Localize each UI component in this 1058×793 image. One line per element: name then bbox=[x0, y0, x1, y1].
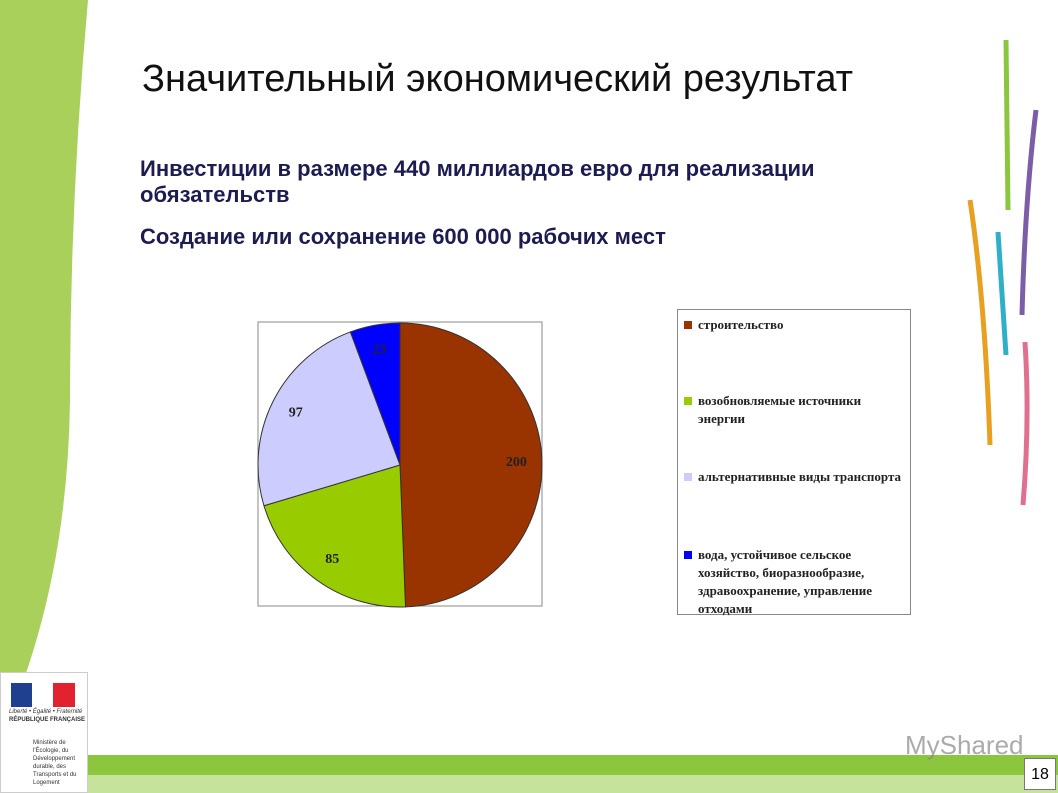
legend-item: строительство bbox=[684, 316, 906, 334]
legend-label: вода, устойчивое сельское хозяйство, био… bbox=[698, 547, 873, 616]
legend-label: альтернативные виды транспорта bbox=[698, 469, 901, 484]
legend-item: альтернативные виды транспорта bbox=[684, 468, 906, 486]
left-band bbox=[0, 0, 88, 690]
deco-line bbox=[1019, 109, 1039, 316]
page-number: 18 bbox=[1024, 758, 1056, 790]
legend-label: возобновляемые источники энергии bbox=[698, 393, 862, 426]
motto: Liberté • Égalité • Fraternité bbox=[9, 709, 83, 715]
deco-line bbox=[1003, 39, 1011, 211]
pie: 200 85 97 23 bbox=[257, 322, 543, 608]
legend-item: возобновляемые источники энергии bbox=[684, 392, 906, 428]
data-label: 23 bbox=[372, 343, 386, 358]
data-label: 97 bbox=[289, 405, 303, 420]
slide-title: Значительный экономический результат bbox=[142, 58, 854, 100]
legend-swatch bbox=[684, 473, 692, 481]
legend-swatch bbox=[684, 551, 692, 559]
pie-slice bbox=[399, 322, 543, 608]
pie-slice bbox=[257, 331, 401, 507]
bullet: Инвестиции в размере 440 миллиардов евро… bbox=[140, 156, 815, 207]
deco-line bbox=[995, 231, 1009, 356]
watermark: MyShared bbox=[905, 730, 1024, 760]
deco-line bbox=[1020, 341, 1030, 506]
ministry: Ministère de l'Écologie, du Développemen… bbox=[33, 740, 77, 786]
bottom-band bbox=[0, 755, 1058, 775]
legend-swatch bbox=[684, 397, 692, 405]
flag bbox=[11, 683, 75, 707]
bullet: Создание или сохранение 600 000 рабочих … bbox=[140, 224, 666, 249]
bottom-band bbox=[0, 775, 1058, 793]
pie-slice bbox=[349, 322, 401, 466]
republic: RÉPUBLIQUE FRANÇAISE bbox=[9, 717, 86, 723]
legend: строительство возобновляемые источники эн… bbox=[677, 309, 911, 618]
legend-label: строительство bbox=[698, 317, 784, 332]
legend-item: вода, устойчивое сельское хозяйство, био… bbox=[684, 546, 906, 618]
data-label: 85 bbox=[325, 552, 339, 567]
pie-slice bbox=[263, 464, 407, 608]
data-label: 200 bbox=[506, 455, 527, 470]
deco-line bbox=[967, 199, 993, 446]
logo: Liberté • Égalité • Fraternité RÉPUBLIQU… bbox=[0, 672, 88, 793]
legend-swatch bbox=[684, 321, 692, 329]
